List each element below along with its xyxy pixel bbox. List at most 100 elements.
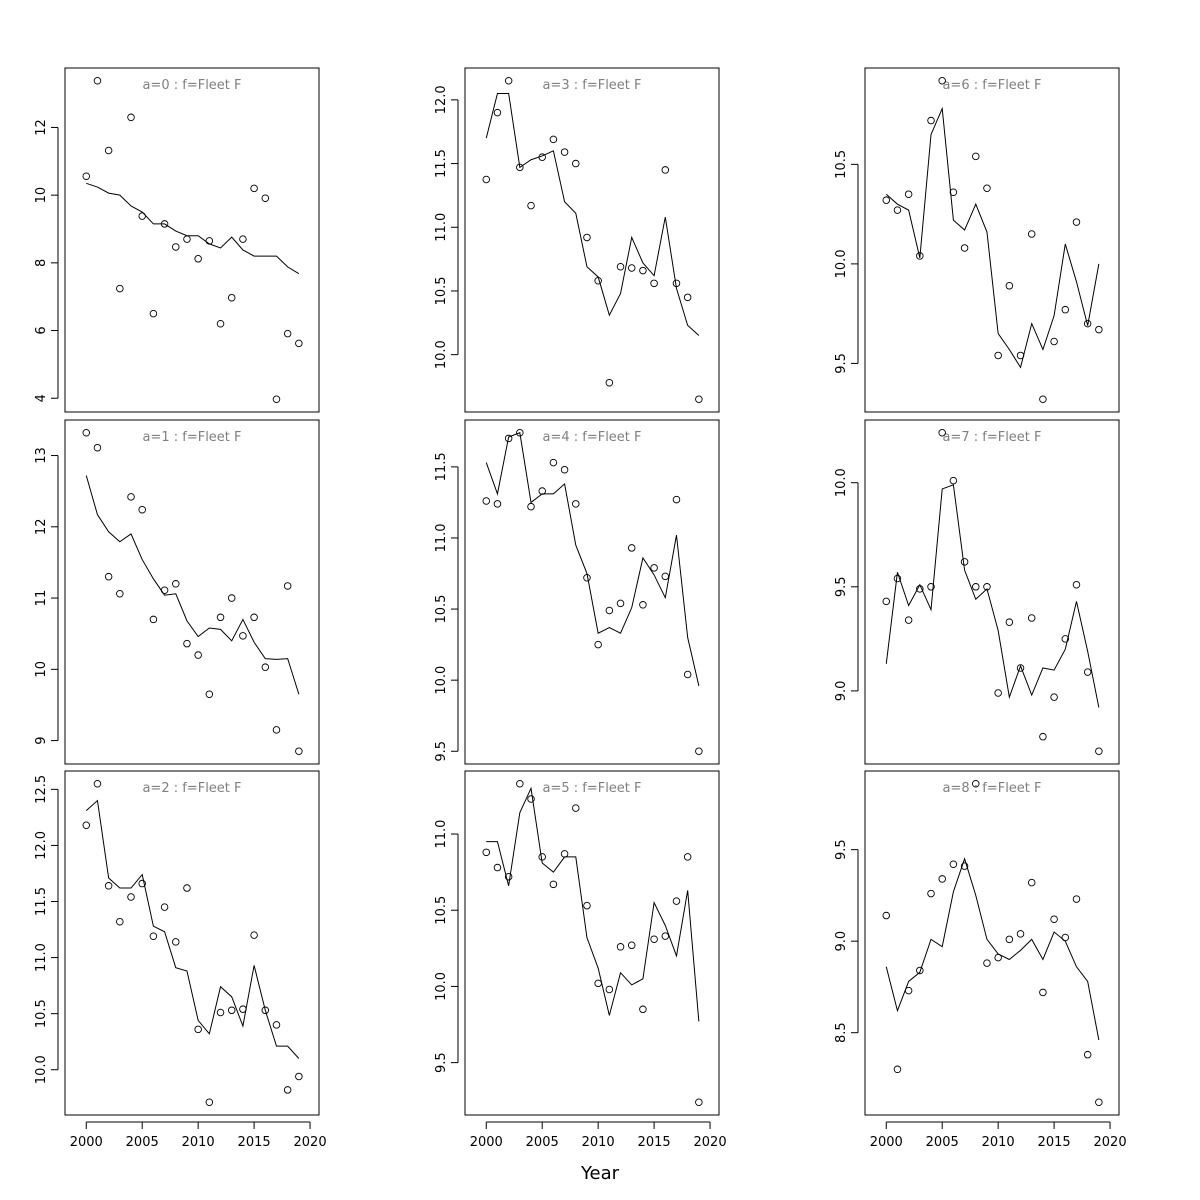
data-point [250, 184, 258, 193]
data-point [205, 690, 214, 699]
data-point [650, 935, 658, 943]
x-tick-label: 2000 [70, 1135, 103, 1150]
data-point [183, 235, 191, 243]
data-point [1005, 282, 1014, 290]
panel-frame [464, 770, 720, 1116]
x-tick-label: 2015 [638, 1135, 671, 1150]
data-point [938, 76, 946, 85]
y-tick-label: 12 [34, 119, 49, 136]
data-point [516, 428, 524, 437]
panel-title: a=0 : f=Fleet F [142, 78, 241, 93]
data-point [549, 458, 558, 467]
data-point [1005, 935, 1014, 944]
data-point [239, 235, 247, 243]
y-tick-label: 12 [34, 519, 49, 536]
data-point [82, 821, 91, 829]
data-point [216, 1008, 225, 1017]
panel-frame [64, 770, 320, 1116]
data-point [527, 502, 535, 511]
x-tick-label: 2020 [294, 1135, 327, 1150]
data-point [904, 986, 913, 995]
y-tick-label: 11 [34, 590, 49, 607]
data-point [1095, 1098, 1103, 1107]
data-point [1083, 1050, 1092, 1059]
data-point [972, 583, 980, 591]
data-point [560, 148, 569, 156]
y-tick-label: 13 [34, 447, 49, 464]
panel-0: a=0 : f=Fleet F 4 6 8 10 12 [34, 67, 320, 413]
data-point [616, 599, 625, 608]
data-point [572, 500, 580, 508]
data-point [183, 639, 191, 648]
data-point [205, 1098, 214, 1107]
x-tick-label: 2000 [470, 1135, 503, 1150]
data-point [605, 606, 614, 615]
data-point [127, 893, 135, 901]
x-tick-label: 2005 [126, 1135, 159, 1150]
y-tick-label: 9.0 [834, 931, 849, 952]
data-point [927, 889, 935, 898]
y-tick-label: 9.5 [834, 576, 849, 597]
y-tick-label: 10.0 [34, 1055, 49, 1084]
data-point [138, 212, 146, 220]
data-point [1061, 635, 1070, 643]
data-point [927, 116, 935, 125]
data-point [994, 689, 1002, 697]
data-point [594, 979, 602, 988]
x-tick-label: 2020 [694, 1135, 727, 1150]
data-point [672, 495, 681, 504]
y-tick-label: 11.5 [434, 452, 449, 481]
data-point [1016, 351, 1025, 360]
panel-frame [864, 67, 1120, 413]
data-point [516, 779, 524, 788]
data-point [216, 320, 225, 328]
data-point [583, 574, 591, 582]
x-tick-label: 2020 [1094, 1135, 1127, 1150]
y-tick-label: 10.0 [434, 972, 449, 1001]
data-point [261, 194, 270, 202]
data-point [983, 959, 991, 967]
x-tick-label: 2010 [982, 1135, 1015, 1150]
x-tick-label: 2005 [526, 1135, 559, 1150]
data-point [1072, 580, 1081, 589]
data-point [572, 159, 580, 168]
x-axis-label: Year [580, 1163, 620, 1184]
data-point [904, 616, 913, 624]
y-tick-label: 12.5 [34, 775, 49, 804]
data-point [93, 779, 102, 788]
y-tick-label: 11.5 [434, 149, 449, 178]
fitted-line [486, 786, 700, 1022]
data-point [504, 872, 513, 881]
data-point [250, 931, 258, 939]
data-point [194, 255, 202, 263]
data-point [893, 574, 902, 583]
x-tick-label: 2000 [870, 1135, 903, 1150]
data-point [504, 434, 513, 443]
data-point [283, 1086, 292, 1094]
data-point [272, 1021, 281, 1029]
fitted-line [86, 182, 300, 275]
panel-frame [464, 419, 720, 765]
y-tick-label: 10.5 [34, 999, 49, 1028]
data-point [594, 640, 602, 649]
x-tick-label: 2015 [1038, 1135, 1071, 1150]
y-tick-label: 10.5 [434, 896, 449, 925]
data-point [627, 264, 636, 272]
data-point [239, 1005, 247, 1013]
data-point [695, 1098, 703, 1107]
data-point [183, 884, 191, 892]
data-point [138, 505, 146, 514]
data-point [672, 897, 681, 905]
data-point [1072, 895, 1081, 903]
data-point [1005, 618, 1014, 626]
data-point [549, 880, 558, 889]
data-point [650, 564, 658, 572]
y-tick-label: 11.0 [434, 213, 449, 242]
data-point [1083, 668, 1092, 676]
panel-title: a=7 : f=Fleet F [942, 430, 1041, 445]
data-point [1016, 930, 1025, 938]
data-point [627, 941, 636, 950]
fitted-line [85, 475, 300, 695]
panel-7: a=7 : f=Fleet F 9.0 9.5 10.0 [834, 419, 1120, 765]
data-point [504, 76, 513, 85]
